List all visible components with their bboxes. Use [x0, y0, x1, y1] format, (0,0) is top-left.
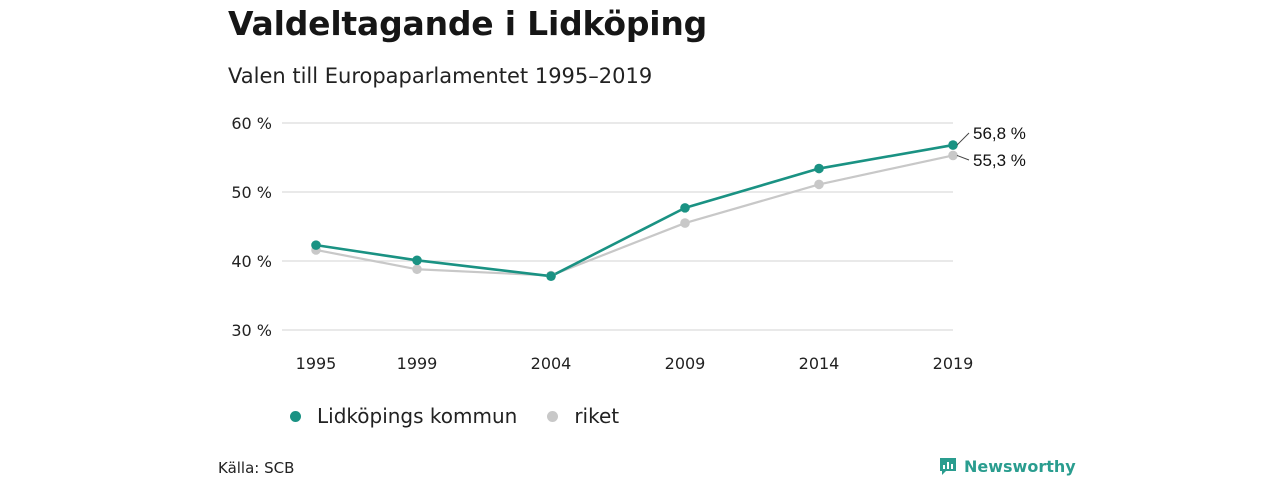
source-note: Källa: SCB	[218, 459, 295, 477]
x-tick-label: 2014	[799, 354, 840, 373]
data-point-lidkoping	[546, 271, 556, 281]
data-point-riket	[814, 179, 824, 190]
data-point-lidkoping	[948, 140, 958, 150]
data-point-riket	[412, 264, 422, 275]
legend-label-lidkoping: Lidköpings kommun	[317, 404, 518, 428]
legend-item-lidkoping: Lidköpings kommun	[290, 404, 517, 428]
x-tick-label: 2019	[933, 354, 974, 373]
legend-marker-riket	[547, 410, 559, 422]
line-chart: 30 % 40 % 50 % 60 % 1995 1999 2004 2009 2014 201…	[231, 114, 1026, 373]
data-point-riket	[948, 150, 958, 161]
series-line-riket	[315, 154, 954, 277]
x-tick-label: 2004	[531, 354, 572, 373]
data-point-lidkoping	[680, 203, 690, 213]
x-tick-label: 2009	[665, 354, 706, 373]
y-tick-label: 60 %	[231, 114, 272, 133]
x-tick-label: 1999	[397, 354, 438, 373]
y-tick-label: 40 %	[231, 252, 272, 271]
data-point-lidkoping	[412, 255, 422, 266]
chart-legend: Lidköpings kommun riket	[290, 404, 649, 428]
y-tick-label: 50 %	[231, 183, 272, 202]
end-label-lidkoping: 56,8 %	[973, 124, 1026, 143]
data-point-riket	[680, 218, 690, 228]
x-tick-label: 1995	[296, 354, 337, 373]
legend-item-riket: riket	[547, 404, 619, 428]
newsworthy-logo-icon	[940, 458, 956, 475]
y-tick-label: 30 %	[231, 321, 272, 340]
brand-name: Newsworthy	[964, 456, 1076, 476]
end-label-leader	[956, 132, 970, 146]
end-label-riket: 55,3 %	[973, 151, 1026, 170]
newsworthy-brand[interactable]: Newsworthy	[938, 456, 1076, 476]
chart-subtitle: Valen till Europaparlamentet 1995–2019	[228, 64, 653, 88]
series-line-lidkoping	[315, 143, 954, 278]
end-label-leader	[956, 154, 970, 161]
data-point-lidkoping	[814, 163, 824, 174]
legend-label-riket: riket	[574, 404, 620, 428]
legend-marker-lidkoping	[290, 410, 301, 422]
chart-title: Valdeltagande i Lidköping	[228, 4, 708, 43]
data-point-lidkoping	[311, 240, 321, 250]
